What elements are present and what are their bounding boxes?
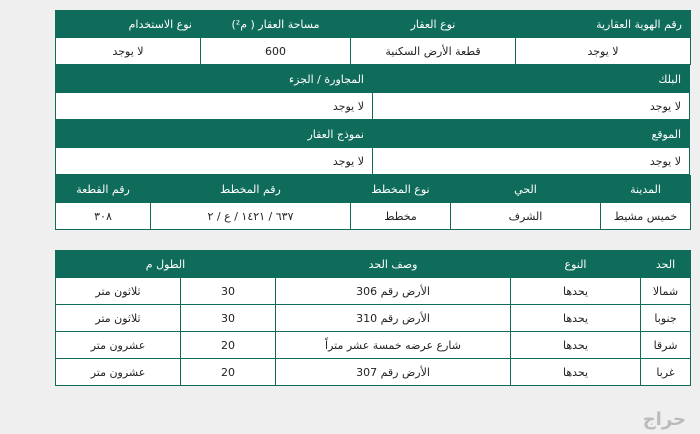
property-table: رقم الهوية العقارية نوع العقار مساحة العقا… bbox=[55, 10, 691, 65]
cell: ثلاثون متر bbox=[54, 304, 182, 332]
cell: يحدها bbox=[510, 331, 642, 359]
boundary-row: شرقا يحدها شارع عرضه خمسة عشر متراً 20 عشرون… bbox=[54, 331, 692, 359]
header: رقم القطعة bbox=[55, 175, 151, 203]
cell: شرقا bbox=[640, 331, 692, 359]
cell: قطعة الأرض السكنية bbox=[350, 37, 516, 65]
cell: لا يوجد bbox=[55, 92, 373, 120]
cell: شمالا bbox=[640, 277, 692, 305]
location-table: الموقع نموذج العقار لا يوجد لا يوجد bbox=[55, 120, 690, 175]
cell: مخطط bbox=[350, 202, 451, 230]
cell: يحدها bbox=[510, 358, 642, 386]
cell: يحدها bbox=[510, 277, 642, 305]
cell: لا يوجد bbox=[55, 147, 373, 175]
cell: لا يوجد bbox=[372, 92, 690, 120]
header: المجاورة / الجزء bbox=[55, 65, 373, 93]
boundary-row: شمالا يحدها الأرض رقم 306 30 ثلاثون متر bbox=[54, 277, 692, 305]
header: رقم الهوية العقارية bbox=[515, 10, 691, 38]
cell: لا يوجد bbox=[55, 37, 201, 65]
cell: شارع عرضه خمسة عشر متراً bbox=[275, 331, 512, 359]
cell: خميس مشيط bbox=[600, 202, 691, 230]
header: نموذج العقار bbox=[55, 120, 373, 148]
cell: يحدها bbox=[510, 304, 642, 332]
header: نوع الاستخدام bbox=[55, 10, 201, 38]
cell: 600 bbox=[200, 37, 351, 65]
cell: 30 bbox=[180, 304, 277, 332]
header: المدينة bbox=[600, 175, 691, 203]
cell: الأرض رقم 306 bbox=[275, 277, 512, 305]
cell: 30 bbox=[180, 277, 277, 305]
plan-table: المدينة الحي نوع المخطط رقم المخطط رقم القطع… bbox=[55, 175, 691, 230]
cell: جنوبا bbox=[640, 304, 692, 332]
header: النوع bbox=[510, 250, 642, 278]
boundaries-table: الحد النوع وصف الحد الطول م شمالا يحدها الأرض… bbox=[54, 250, 692, 386]
cell: ٦٣٧ / ١٤٢١ / ع / ٢ bbox=[150, 202, 351, 230]
cell: الشرف bbox=[450, 202, 601, 230]
boundary-row: جنوبا يحدها الأرض رقم 310 30 ثلاثون متر bbox=[54, 304, 692, 332]
header: رقم المخطط bbox=[150, 175, 351, 203]
cell: ٣٠٨ bbox=[55, 202, 151, 230]
cell: عشرون متر bbox=[54, 331, 182, 359]
cell: 20 bbox=[180, 331, 277, 359]
header: وصف الحد bbox=[275, 250, 512, 278]
cell: لا يوجد bbox=[515, 37, 691, 65]
watermark: حراج bbox=[642, 409, 686, 430]
header: الحي bbox=[450, 175, 601, 203]
block-table: البلك المجاورة / الجزء لا يوجد لا يوجد bbox=[55, 65, 690, 120]
cell: غربا bbox=[640, 358, 692, 386]
cell: عشرون متر bbox=[54, 358, 182, 386]
cell: الأرض رقم 310 bbox=[275, 304, 512, 332]
header: البلك bbox=[372, 65, 690, 93]
boundary-row: غربا يحدها الأرض رقم 307 20 عشرون متر bbox=[54, 358, 692, 386]
header: مساحة العقار ( م²) bbox=[200, 10, 351, 38]
header: نوع المخطط bbox=[350, 175, 451, 203]
cell: ثلاثون متر bbox=[54, 277, 182, 305]
header: الطول م bbox=[54, 250, 277, 278]
header: نوع العقار bbox=[350, 10, 516, 38]
header: الحد bbox=[640, 250, 692, 278]
header: الموقع bbox=[372, 120, 690, 148]
cell: 20 bbox=[180, 358, 277, 386]
cell: الأرض رقم 307 bbox=[275, 358, 512, 386]
cell: لا يوجد bbox=[372, 147, 690, 175]
